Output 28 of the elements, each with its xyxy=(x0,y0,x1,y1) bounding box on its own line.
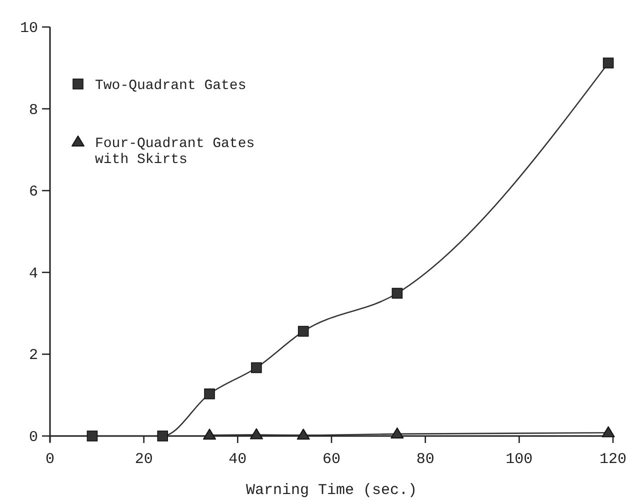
point xyxy=(296,428,310,440)
y-tick-label: 4 xyxy=(28,265,38,282)
y-tick-label: 10 xyxy=(20,20,38,37)
point xyxy=(251,362,262,374)
x-tick-label: 80 xyxy=(416,451,434,468)
x-tick-label: 40 xyxy=(228,451,247,468)
point xyxy=(298,326,309,337)
legend-label: Four-Quadrant Gates with Skirts xyxy=(95,136,255,168)
point xyxy=(204,388,215,400)
point xyxy=(86,430,98,442)
x-tick-label: 0 xyxy=(45,451,55,468)
point xyxy=(602,426,615,438)
point xyxy=(390,427,404,438)
y-tick-label: 0 xyxy=(28,429,38,446)
y-tick-label: 6 xyxy=(28,184,38,201)
y-tick-label: 8 xyxy=(28,102,38,119)
x-tick-label: 120 xyxy=(599,451,627,468)
point xyxy=(203,428,216,440)
point xyxy=(392,288,403,299)
point xyxy=(602,58,614,68)
point xyxy=(250,428,263,440)
x-tick-label: 100 xyxy=(506,451,533,468)
x-axis-title: Warning Time (sec.) xyxy=(246,482,418,499)
x-tick-label: 20 xyxy=(134,451,153,468)
x-tick-label: 60 xyxy=(322,451,341,468)
legend-label: Two-Quadrant Gates xyxy=(95,78,246,94)
y-tick-label: 2 xyxy=(28,347,38,364)
point xyxy=(157,430,168,442)
